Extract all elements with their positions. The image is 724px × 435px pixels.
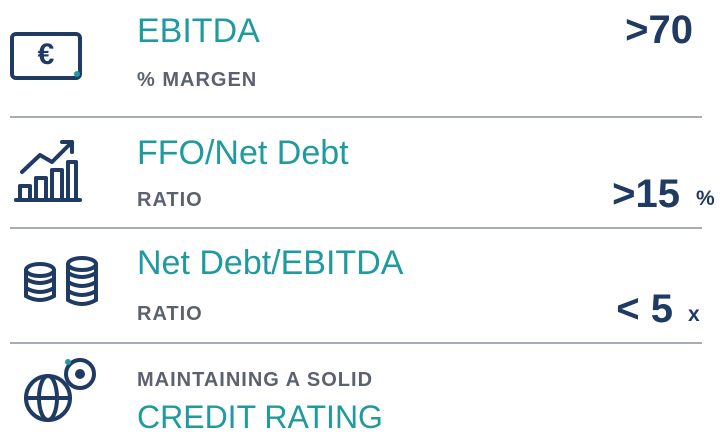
title: FFO/Net Debt <box>137 134 349 172</box>
unit: x <box>688 303 700 326</box>
value: >15 <box>612 172 680 216</box>
icon-globe <box>24 358 96 422</box>
unit: % <box>696 187 715 210</box>
subtitle: % MARGEN <box>137 69 257 91</box>
value: < 5 <box>616 287 673 331</box>
value: >70 <box>625 8 693 52</box>
subtitle: MAINTAINING A SOLID <box>137 369 373 391</box>
subtitle: RATIO <box>137 189 203 211</box>
icon-coins <box>24 256 98 306</box>
icon-euro: € <box>10 32 82 80</box>
icon-chart <box>14 140 82 202</box>
title: Net Debt/EBITDA <box>137 244 404 282</box>
title: EBITDA <box>137 12 260 50</box>
svg-text:€: € <box>38 38 55 71</box>
title: CREDIT RATING <box>137 399 383 435</box>
subtitle: RATIO <box>137 303 203 325</box>
